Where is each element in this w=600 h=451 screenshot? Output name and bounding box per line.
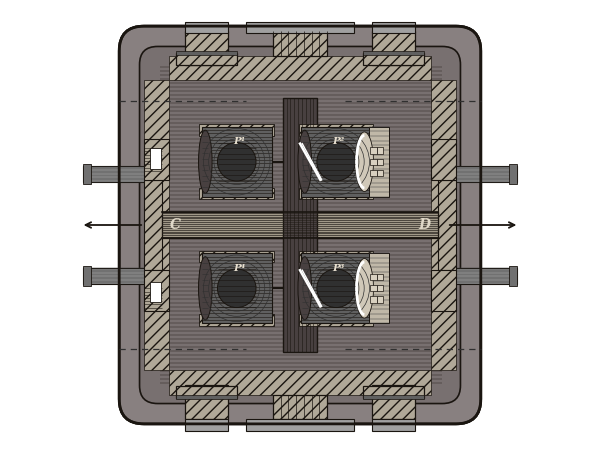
- Bar: [199, 189, 274, 199]
- Bar: [144, 149, 162, 171]
- Text: P⁴: P⁴: [233, 263, 245, 272]
- Text: C: C: [170, 218, 181, 231]
- Bar: [442, 268, 517, 284]
- Bar: [370, 297, 377, 303]
- Bar: [373, 23, 415, 34]
- Ellipse shape: [217, 143, 256, 182]
- Bar: [363, 52, 424, 55]
- Bar: [199, 315, 274, 326]
- Bar: [144, 180, 162, 271]
- Bar: [176, 52, 237, 55]
- Bar: [169, 370, 431, 395]
- Bar: [283, 99, 317, 352]
- Bar: [150, 149, 161, 169]
- Bar: [83, 268, 158, 284]
- Bar: [83, 266, 91, 286]
- Bar: [369, 253, 389, 324]
- Bar: [150, 282, 161, 302]
- Bar: [370, 285, 377, 292]
- Bar: [370, 159, 377, 166]
- Bar: [176, 54, 237, 65]
- Ellipse shape: [355, 259, 373, 318]
- Ellipse shape: [199, 257, 212, 320]
- Text: D: D: [418, 218, 430, 231]
- Bar: [176, 387, 237, 398]
- Text: P¹: P¹: [233, 137, 245, 146]
- Bar: [185, 23, 227, 34]
- Bar: [83, 167, 158, 183]
- Bar: [144, 140, 169, 180]
- Bar: [199, 251, 274, 262]
- Bar: [299, 189, 373, 199]
- Bar: [377, 297, 383, 303]
- Bar: [273, 32, 327, 56]
- Bar: [246, 23, 354, 34]
- Bar: [370, 274, 377, 281]
- Bar: [377, 148, 383, 154]
- Bar: [363, 396, 424, 399]
- Text: P²: P²: [332, 137, 344, 146]
- Bar: [273, 395, 327, 419]
- Bar: [370, 170, 377, 177]
- Bar: [363, 54, 424, 65]
- Bar: [509, 165, 517, 185]
- Bar: [377, 170, 383, 177]
- Bar: [370, 148, 377, 154]
- Bar: [377, 159, 383, 166]
- Bar: [431, 271, 456, 311]
- Bar: [369, 127, 389, 198]
- Bar: [377, 285, 383, 292]
- Bar: [83, 165, 91, 185]
- Bar: [373, 419, 415, 431]
- Bar: [83, 167, 158, 183]
- Bar: [509, 266, 517, 286]
- Ellipse shape: [317, 143, 355, 182]
- Bar: [185, 32, 227, 65]
- Bar: [246, 419, 354, 431]
- Bar: [176, 396, 237, 399]
- FancyBboxPatch shape: [119, 27, 481, 424]
- FancyBboxPatch shape: [140, 47, 460, 404]
- Bar: [202, 253, 272, 324]
- Bar: [363, 387, 424, 398]
- Bar: [162, 213, 438, 238]
- Bar: [185, 419, 227, 431]
- Bar: [431, 81, 456, 370]
- Bar: [373, 32, 415, 65]
- Bar: [373, 386, 415, 419]
- Bar: [144, 289, 162, 311]
- Bar: [144, 81, 169, 370]
- Ellipse shape: [199, 131, 212, 194]
- Bar: [438, 180, 456, 271]
- Ellipse shape: [217, 269, 256, 308]
- Bar: [299, 315, 373, 326]
- Bar: [169, 56, 431, 81]
- Ellipse shape: [298, 257, 311, 320]
- Bar: [301, 253, 371, 324]
- Bar: [185, 386, 227, 419]
- Text: P³: P³: [332, 263, 344, 272]
- Bar: [144, 271, 169, 311]
- Bar: [202, 127, 272, 198]
- Ellipse shape: [298, 131, 311, 194]
- Bar: [199, 125, 274, 136]
- Ellipse shape: [355, 133, 373, 192]
- Bar: [431, 140, 456, 180]
- FancyBboxPatch shape: [119, 27, 481, 424]
- Bar: [442, 167, 517, 183]
- Ellipse shape: [317, 269, 355, 308]
- Bar: [299, 125, 373, 136]
- Bar: [299, 251, 373, 262]
- Bar: [301, 127, 371, 198]
- Bar: [377, 274, 383, 281]
